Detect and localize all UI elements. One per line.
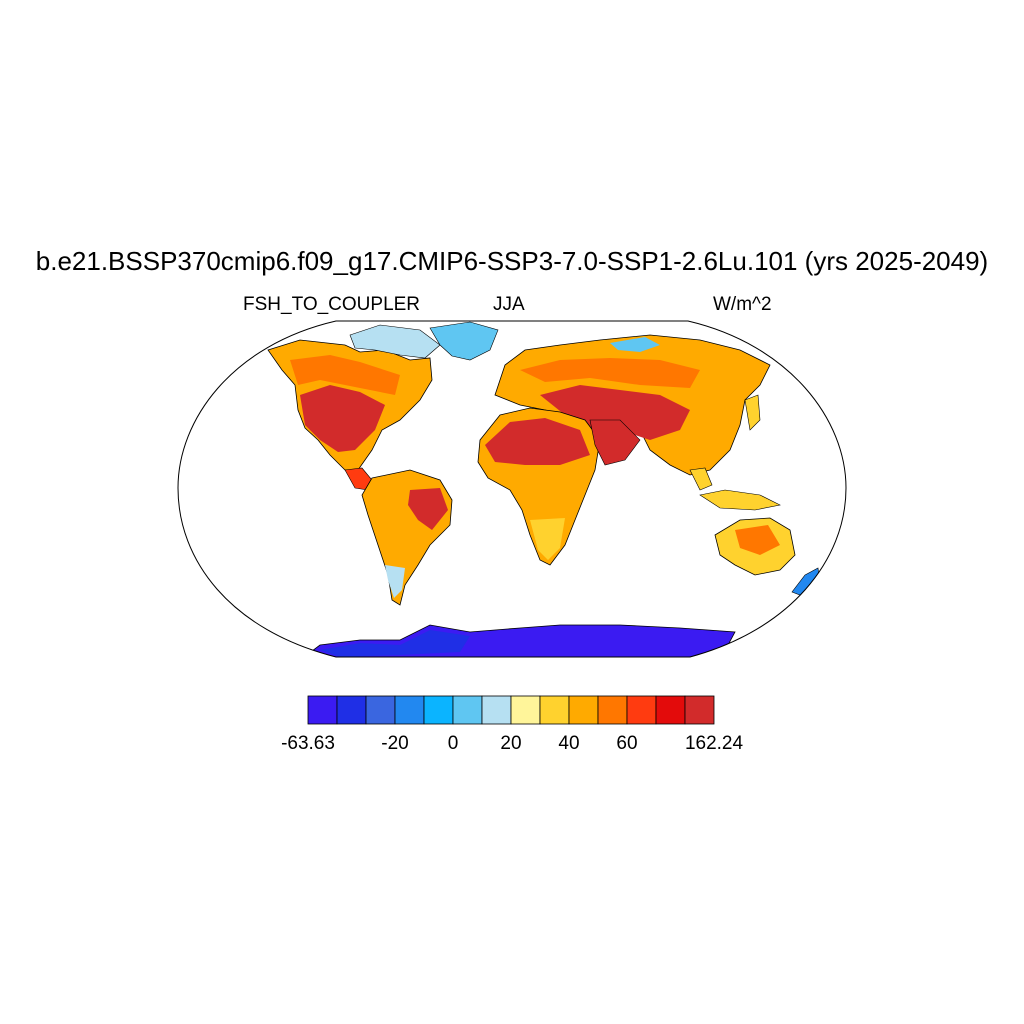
colorbar-label: 0 [447,733,459,754]
eurasia-hot [540,385,690,440]
arabian-peninsula [589,419,641,466]
colorbar-label: -20 [381,733,409,754]
colorbar-swatch [307,695,338,725]
south-america-hot [408,488,448,530]
colorbar-swatch [655,695,686,725]
map-border [177,320,847,658]
greenland [429,321,499,361]
colorbar-swatch [597,695,628,725]
colorbar-swatch [568,695,599,725]
antarctica-peninsula [320,630,470,657]
colorbar-label: -63.63 [281,733,335,754]
colorbar-swatch [365,695,396,725]
new-zealand [791,567,821,596]
southern-africa-warm [530,518,565,560]
colorbar-swatch [394,695,425,725]
colorbar-swatch [684,695,715,725]
colorbar-swatch [539,695,570,725]
colorbar-label: 40 [558,733,580,754]
siberia-cool [610,337,660,352]
colorbar [307,695,715,725]
southeast-asia [689,467,713,491]
plot-title: b.e21.BSSP370cmip6.f09_g17.CMIP6-SSP3-7.… [35,246,989,276]
colorbar-label: 60 [616,733,638,754]
indonesia [699,489,781,511]
units-label: W/m^2 [713,294,772,315]
colorbar-label: 162.24 [684,733,744,754]
colorbar-swatch [510,695,541,725]
japan [744,394,761,431]
north-america-warm [290,355,400,395]
colorbar-swatch [336,695,367,725]
season-label: JJA [493,294,525,315]
canadian-arctic [349,324,441,359]
australia-hot [735,525,780,555]
eurasia-warm [520,358,700,388]
south-america-cool [385,565,405,598]
colorbar-label: 20 [500,733,522,754]
sahara-hot [485,418,590,465]
north-america-hot [300,385,385,452]
colorbar-swatch [481,695,512,725]
colorbar-swatch [423,695,454,725]
colorbar-swatch [452,695,483,725]
colorbar-swatch [626,695,657,725]
variable-label: FSH_TO_COUPLER [243,294,421,315]
